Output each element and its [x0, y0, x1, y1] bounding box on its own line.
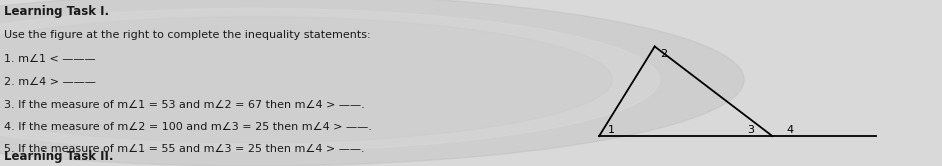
- Circle shape: [0, 8, 659, 151]
- Text: Learning Task I.: Learning Task I.: [4, 5, 109, 18]
- Text: Learning Task II.: Learning Task II.: [4, 150, 113, 163]
- Text: 4. If the measure of m∠2 = 100 and m∠3 = 25 then m∠4 > ——.: 4. If the measure of m∠2 = 100 and m∠3 =…: [4, 122, 372, 132]
- Text: 2: 2: [660, 49, 668, 59]
- Text: 4: 4: [786, 125, 793, 135]
- Text: 1: 1: [609, 125, 615, 135]
- Text: 5. If the measure of m∠1 = 55 and m∠3 = 25 then m∠4 > ——.: 5. If the measure of m∠1 = 55 and m∠3 = …: [4, 144, 365, 154]
- Text: 1. m∠1 < ———: 1. m∠1 < ———: [4, 54, 95, 64]
- Text: 2. m∠4 > ———: 2. m∠4 > ———: [4, 77, 96, 87]
- Circle shape: [0, 0, 744, 166]
- Text: Use the figure at the right to complete the inequality statements:: Use the figure at the right to complete …: [4, 30, 370, 40]
- Text: 3: 3: [748, 125, 755, 135]
- Circle shape: [0, 17, 612, 143]
- Text: 3. If the measure of m∠1 = 53 and m∠2 = 67 then m∠4 > ——.: 3. If the measure of m∠1 = 53 and m∠2 = …: [4, 100, 365, 110]
